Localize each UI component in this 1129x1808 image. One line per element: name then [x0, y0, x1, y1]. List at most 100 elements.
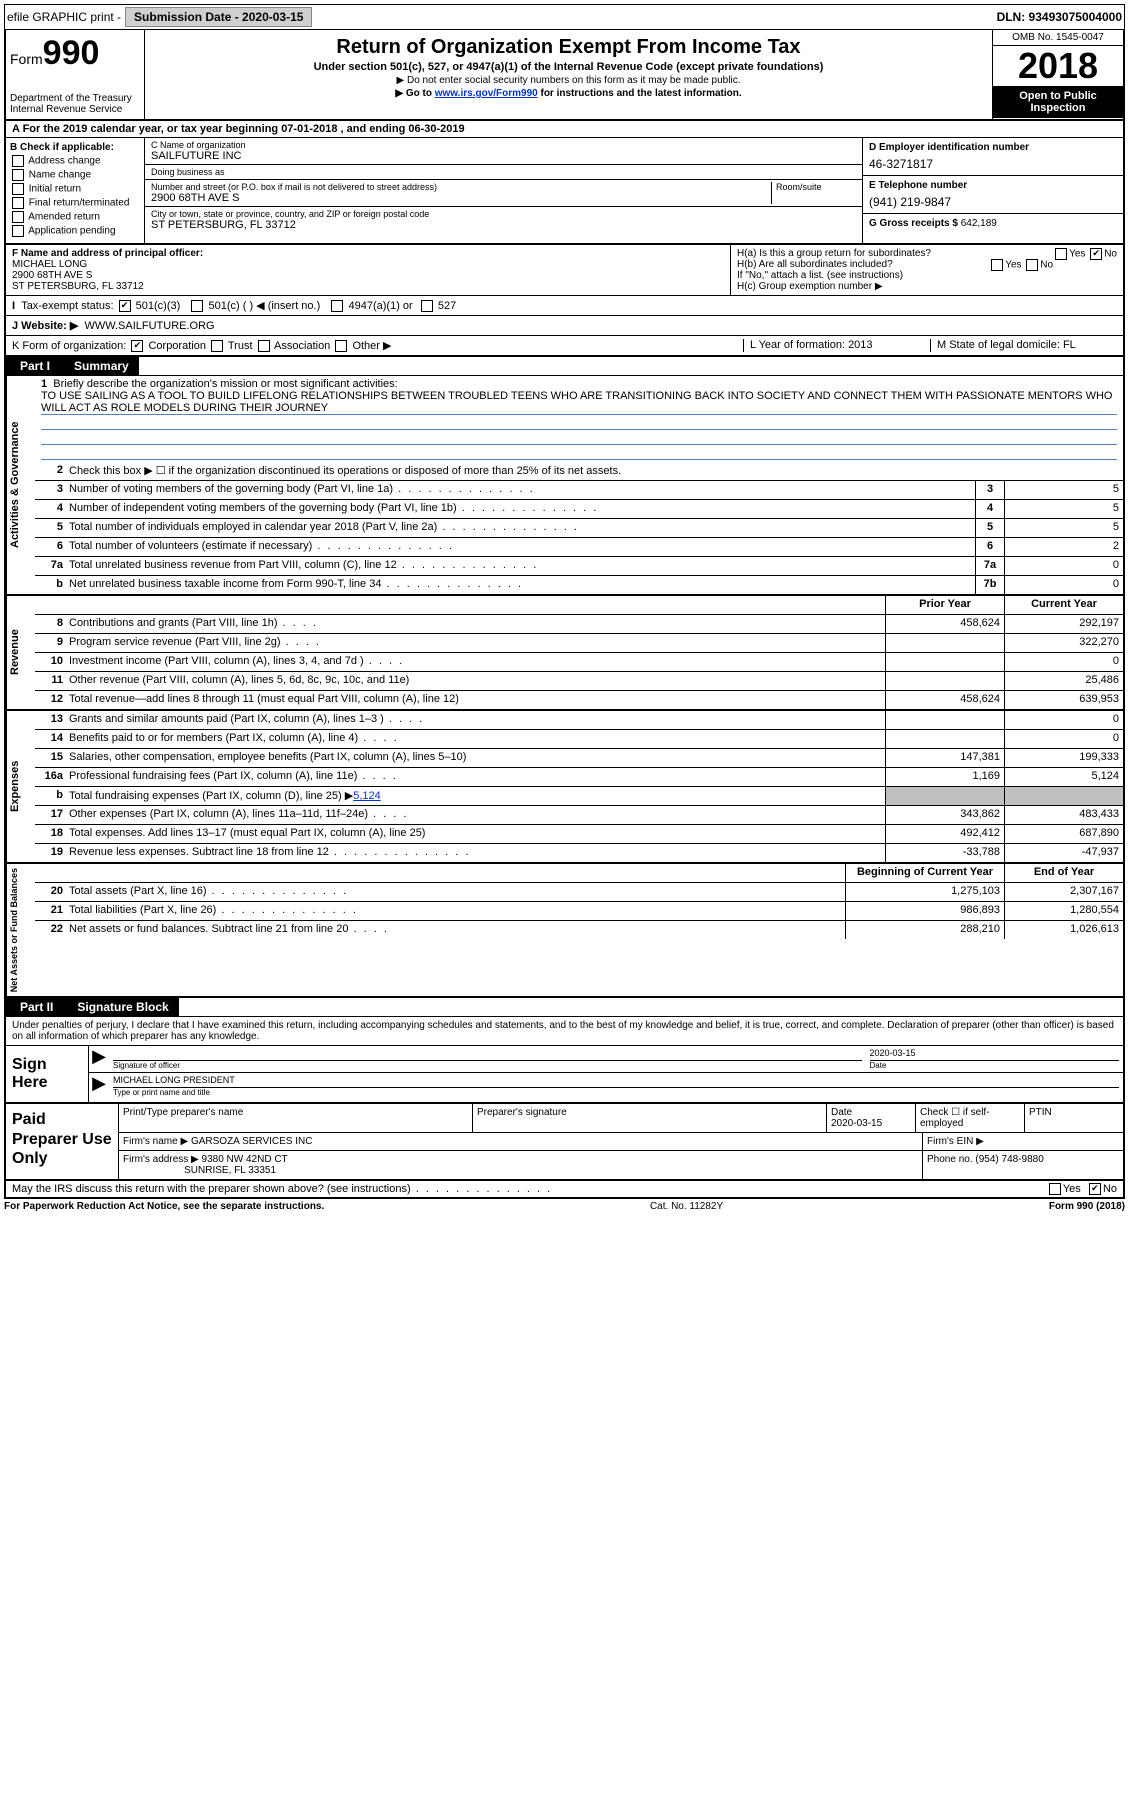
ha-no[interactable] [1090, 248, 1102, 260]
v6: 2 [1004, 538, 1123, 556]
p21: 986,893 [845, 902, 1004, 920]
phone: (941) 219-9847 [869, 195, 1117, 209]
domicile: FL [1063, 339, 1076, 351]
box-c: C Name of organization SAILFUTURE INC Do… [145, 138, 863, 243]
v3: 5 [1004, 481, 1123, 499]
tax-exempt-row: I Tax-exempt status: 501(c)(3) 501(c) ( … [4, 296, 1125, 316]
c11: 25,486 [1004, 672, 1123, 690]
form-number: 990 [43, 34, 100, 72]
summary-net: Net Assets or Fund Balances Beginning of… [4, 864, 1125, 998]
penalty-text: Under penalties of perjury, I declare th… [4, 1017, 1125, 1045]
hb-no[interactable] [1026, 259, 1038, 271]
p17: 343,862 [885, 806, 1004, 824]
side-rev: Revenue [6, 596, 35, 709]
check-address[interactable] [12, 155, 24, 167]
irs-link[interactable]: www.irs.gov/Form990 [435, 88, 538, 99]
tax-year: 2018 [993, 46, 1123, 86]
te-501c3[interactable] [119, 300, 131, 312]
p22: 288,210 [845, 921, 1004, 939]
street: 2900 68TH AVE S [151, 192, 771, 204]
p8: 458,624 [885, 615, 1004, 633]
c9: 322,270 [1004, 634, 1123, 652]
discuss-no[interactable] [1089, 1183, 1101, 1195]
gross-receipts: 642,189 [961, 218, 997, 229]
k-corp[interactable] [131, 340, 143, 352]
sig-date: 2020-03-15 [870, 1048, 1120, 1061]
discuss-row: May the IRS discuss this return with the… [4, 1181, 1125, 1199]
part1-header: Part I Summary [4, 357, 1125, 376]
check-initial[interactable] [12, 183, 24, 195]
p11 [885, 672, 1004, 690]
te-4947[interactable] [331, 300, 343, 312]
prep-date: 2020-03-15 [831, 1118, 882, 1129]
sign-block: Sign Here ▶ Signature of officer 2020-03… [4, 1045, 1125, 1104]
officer-print: MICHAEL LONG PRESIDENT [113, 1075, 1119, 1088]
inspection-label: Open to Public Inspection [993, 86, 1123, 118]
header-center: Return of Organization Exempt From Incom… [145, 30, 992, 119]
c10: 0 [1004, 653, 1123, 671]
check-name[interactable] [12, 169, 24, 181]
side-net: Net Assets or Fund Balances [6, 864, 35, 996]
p15: 147,381 [885, 749, 1004, 767]
check-final[interactable] [12, 197, 24, 209]
submission-date: Submission Date - 2020-03-15 [125, 7, 312, 27]
part2-header: Part II Signature Block [4, 998, 1125, 1017]
c13: 0 [1004, 711, 1123, 729]
top-bar: efile GRAPHIC print - Submission Date - … [4, 4, 1125, 30]
p13 [885, 711, 1004, 729]
check-amended[interactable] [12, 211, 24, 223]
mission-text: TO USE SAILING AS A TOOL TO BUILD LIFELO… [41, 390, 1117, 415]
header-sub3: ▶ Go to www.irs.gov/Form990 for instruct… [149, 88, 988, 99]
c17: 483,433 [1004, 806, 1123, 824]
firm-addr1: 9380 NW 42ND CT [202, 1154, 288, 1165]
p20: 1,275,103 [845, 883, 1004, 901]
te-527[interactable] [421, 300, 433, 312]
p18: 492,412 [885, 825, 1004, 843]
form-title: Return of Organization Exempt From Incom… [149, 36, 988, 59]
header-right: OMB No. 1545-0047 2018 Open to Public In… [992, 30, 1123, 119]
k-assoc[interactable] [258, 340, 270, 352]
efile-label: efile GRAPHIC print - [7, 10, 121, 24]
box-f: F Name and address of principal officer:… [6, 245, 730, 295]
k-trust[interactable] [211, 340, 223, 352]
website: WWW.SAILFUTURE.ORG [84, 320, 214, 332]
form-header: Form990 Department of the Treasury Inter… [4, 30, 1125, 121]
dln: DLN: 93493075004000 [997, 10, 1122, 24]
form-word: Form [10, 51, 43, 67]
omb: OMB No. 1545-0047 [993, 30, 1123, 46]
paid-preparer-block: Paid Preparer Use Only Print/Type prepar… [4, 1104, 1125, 1181]
section-fh: F Name and address of principal officer:… [4, 245, 1125, 296]
dept-label: Department of the Treasury Internal Reve… [10, 93, 140, 115]
header-sub2: ▶ Do not enter social security numbers o… [149, 75, 988, 86]
ha-yes[interactable] [1055, 248, 1067, 260]
firm-phone: (954) 748-9880 [975, 1154, 1043, 1165]
p12: 458,624 [885, 691, 1004, 709]
klm-row: K Form of organization: Corporation Trus… [4, 336, 1125, 357]
c14: 0 [1004, 730, 1123, 748]
arrow-icon: ▶ [89, 1046, 109, 1072]
fundraising-link[interactable]: 5,124 [353, 790, 381, 802]
c12: 639,953 [1004, 691, 1123, 709]
ein: 46-3271817 [869, 157, 1117, 171]
paid-label: Paid Preparer Use Only [6, 1104, 119, 1179]
firm-name: GARSOZA SERVICES INC [191, 1136, 313, 1147]
te-501c[interactable] [191, 300, 203, 312]
summary-rev: Revenue Prior YearCurrent Year 8Contribu… [4, 596, 1125, 711]
form-label-box: Form990 Department of the Treasury Inter… [6, 30, 145, 119]
c22: 1,026,613 [1004, 921, 1123, 939]
org-name: SAILFUTURE INC [151, 150, 856, 162]
period-row: A For the 2019 calendar year, or tax yea… [4, 121, 1125, 138]
year-formation: 2013 [848, 339, 872, 351]
check-pending[interactable] [12, 225, 24, 237]
c16a: 5,124 [1004, 768, 1123, 786]
p10 [885, 653, 1004, 671]
box-b: B Check if applicable: Address change Na… [6, 138, 145, 243]
page-footer: For Paperwork Reduction Act Notice, see … [4, 1199, 1125, 1214]
v7b: 0 [1004, 576, 1123, 594]
discuss-yes[interactable] [1049, 1183, 1061, 1195]
hb-yes[interactable] [991, 259, 1003, 271]
summary-exp: Expenses 13Grants and similar amounts pa… [4, 711, 1125, 864]
header-sub1: Under section 501(c), 527, or 4947(a)(1)… [149, 61, 988, 73]
box-h: H(a) Is this a group return for subordin… [730, 245, 1123, 295]
k-other[interactable] [335, 340, 347, 352]
